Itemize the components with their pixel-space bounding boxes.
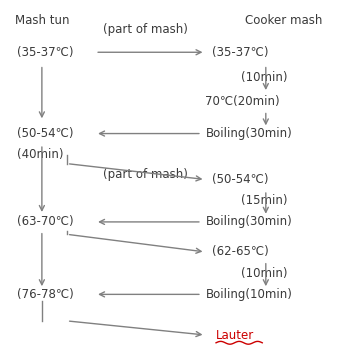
Text: Boiling(10min): Boiling(10min) bbox=[205, 288, 292, 301]
Text: (35-37℃): (35-37℃) bbox=[213, 46, 269, 59]
Text: (10min): (10min) bbox=[241, 70, 287, 84]
Text: (40min): (40min) bbox=[17, 148, 64, 161]
Text: Cooker mash: Cooker mash bbox=[245, 14, 322, 27]
Text: 70℃(20min): 70℃(20min) bbox=[205, 95, 280, 108]
Text: (63-70℃): (63-70℃) bbox=[17, 215, 74, 228]
Text: Lauter: Lauter bbox=[216, 328, 254, 341]
Text: (35-37℃): (35-37℃) bbox=[17, 46, 74, 59]
Text: (10min): (10min) bbox=[241, 267, 287, 280]
Text: (15min): (15min) bbox=[241, 194, 287, 207]
Text: (part of mash): (part of mash) bbox=[103, 23, 187, 36]
Text: (50-54℃): (50-54℃) bbox=[17, 127, 74, 140]
Text: (62-65℃): (62-65℃) bbox=[213, 246, 269, 258]
Text: (50-54℃): (50-54℃) bbox=[213, 173, 269, 186]
Text: Boiling(30min): Boiling(30min) bbox=[205, 127, 292, 140]
Text: (part of mash): (part of mash) bbox=[103, 168, 187, 181]
Text: Boiling(30min): Boiling(30min) bbox=[205, 215, 292, 228]
Text: Mash tun: Mash tun bbox=[15, 14, 69, 27]
Text: (76-78℃): (76-78℃) bbox=[17, 288, 74, 301]
